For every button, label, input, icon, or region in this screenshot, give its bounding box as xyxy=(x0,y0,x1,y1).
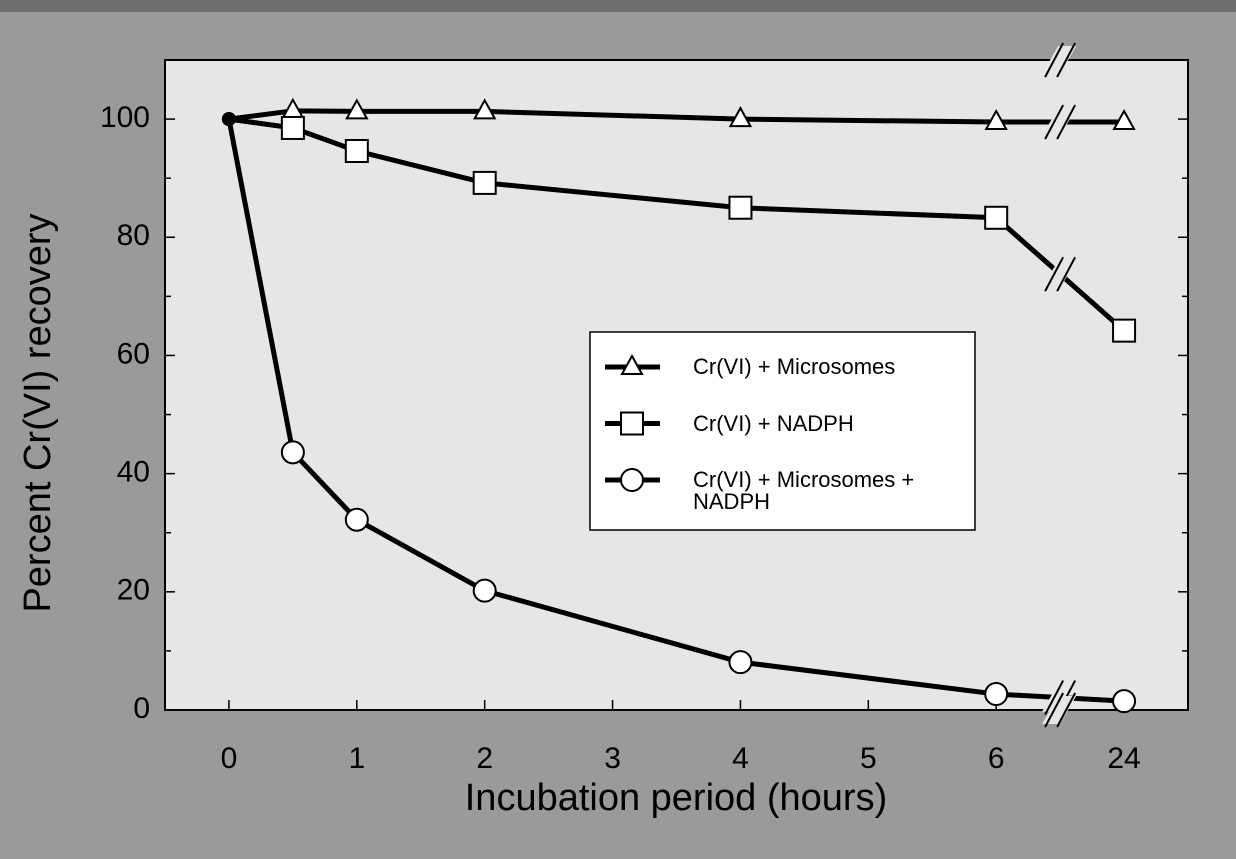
marker xyxy=(728,650,753,675)
y-tick-label: 20 xyxy=(117,574,150,607)
marker xyxy=(280,440,305,465)
legend xyxy=(589,331,976,531)
marker xyxy=(472,170,497,195)
marker xyxy=(984,108,1008,131)
marker xyxy=(620,353,644,375)
legend-text: Cr(VI) + Microsomes xyxy=(693,356,896,379)
line-break xyxy=(1056,104,1077,140)
top-strip xyxy=(0,0,1236,12)
x-tick-label: 2 xyxy=(476,742,493,775)
marker xyxy=(280,115,305,140)
marker xyxy=(472,578,497,603)
legend-label: Cr(VI) + Microsomes xyxy=(693,356,896,379)
line-break xyxy=(1056,256,1077,292)
legend-label: Cr(VI) + Microsomes + NADPH xyxy=(693,469,915,514)
line-break xyxy=(1044,680,1065,716)
legend-label: Cr(VI) + NADPH xyxy=(693,412,854,436)
line-break xyxy=(1044,104,1065,140)
marker xyxy=(728,106,753,128)
axis-break xyxy=(1044,42,1065,78)
marker xyxy=(1112,689,1137,714)
x-axis-label: Incubation period (hours) xyxy=(465,777,887,819)
x-tick-label: 4 xyxy=(732,742,749,775)
marker xyxy=(344,139,369,163)
start-dot xyxy=(221,112,236,127)
x-tick-label: 24 xyxy=(1107,742,1140,775)
marker xyxy=(728,195,753,220)
legend-text: Cr(VI) + Microsomes + NADPH xyxy=(693,469,915,514)
axis-break xyxy=(1056,692,1077,728)
marker xyxy=(472,98,497,120)
x-tick-label: 0 xyxy=(221,742,238,775)
axis-break xyxy=(1044,692,1065,728)
y-tick-label: 80 xyxy=(117,219,150,252)
x-tick-label: 3 xyxy=(604,742,621,775)
x-tick-label: 5 xyxy=(860,742,877,775)
y-axis-label: Percent Cr(VI) recovery xyxy=(17,213,59,612)
x-tick-label: 1 xyxy=(348,742,365,775)
axis-break xyxy=(1056,42,1077,78)
y-tick-label: 100 xyxy=(100,101,150,134)
marker xyxy=(1112,108,1136,131)
legend-text: Cr(VI) + NADPH xyxy=(693,412,854,436)
y-tick-label: 0 xyxy=(133,692,150,725)
marker xyxy=(984,205,1009,230)
marker xyxy=(620,411,644,436)
y-tick-label: 40 xyxy=(117,456,150,489)
marker xyxy=(620,468,644,492)
marker xyxy=(984,682,1009,707)
marker xyxy=(1112,318,1137,343)
line-break xyxy=(1044,256,1065,292)
marker xyxy=(345,98,369,120)
marker xyxy=(344,507,369,532)
y-tick-label: 60 xyxy=(117,337,150,370)
x-tick-label: 6 xyxy=(988,742,1005,775)
